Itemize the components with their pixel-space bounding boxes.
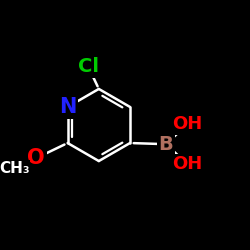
- Text: B: B: [159, 135, 174, 154]
- Text: O: O: [28, 148, 45, 168]
- Text: OH: OH: [172, 116, 202, 134]
- Text: CH₃: CH₃: [0, 161, 30, 176]
- Text: Cl: Cl: [78, 57, 99, 76]
- Text: OH: OH: [172, 155, 202, 173]
- Text: N: N: [59, 97, 76, 117]
